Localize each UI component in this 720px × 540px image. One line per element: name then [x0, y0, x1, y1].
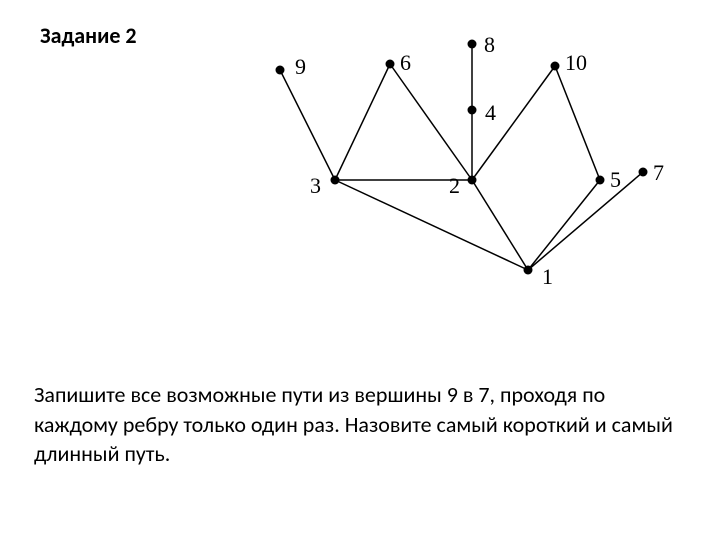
edge — [335, 64, 390, 180]
vertex-label: 10 — [565, 50, 587, 76]
task-title: Задание 2 — [40, 22, 137, 49]
edge — [335, 180, 528, 270]
vertex — [551, 62, 560, 71]
vertex — [596, 176, 605, 185]
graph-svg — [200, 20, 670, 300]
vertex-label: 7 — [653, 160, 664, 186]
vertex — [639, 168, 648, 177]
edge — [280, 70, 335, 180]
edge — [528, 172, 643, 270]
vertex-label: 8 — [484, 32, 495, 58]
vertex — [524, 266, 533, 275]
vertex-label: 4 — [485, 100, 496, 126]
vertex-label: 6 — [400, 50, 411, 76]
vertex-label: 3 — [310, 173, 321, 199]
graph-diagram: 9 6 8 10 3 2 4 5 7 1 — [200, 20, 670, 300]
vertex-label: 1 — [542, 264, 553, 290]
edge — [390, 64, 472, 180]
vertex-label: 2 — [449, 173, 460, 199]
vertex — [468, 176, 477, 185]
vertex-label: 9 — [295, 54, 306, 80]
vertex — [386, 60, 395, 69]
vertex — [276, 66, 285, 75]
vertex-label: 5 — [610, 167, 621, 193]
vertex — [468, 40, 477, 49]
edge — [528, 180, 600, 270]
vertex — [331, 176, 340, 185]
vertex — [468, 106, 477, 115]
task-description: Запишите все возможные пути из вершины 9… — [34, 380, 684, 469]
edge — [555, 66, 600, 180]
